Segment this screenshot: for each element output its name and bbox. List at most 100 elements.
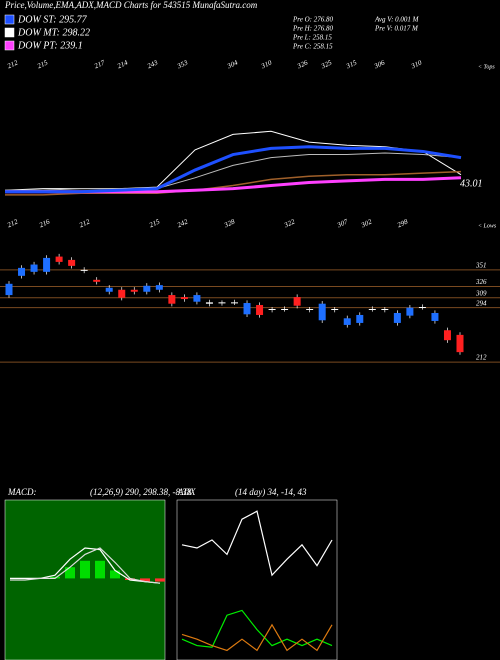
macd-params: (12,26,9) 290, 298.38, -8.38 bbox=[90, 487, 192, 497]
macd-label: MACD: bbox=[7, 487, 37, 497]
candle-body bbox=[43, 257, 51, 272]
candle-body bbox=[30, 264, 38, 272]
top-label: 215 bbox=[36, 58, 49, 70]
series-line bbox=[181, 623, 333, 652]
candle-body bbox=[205, 302, 213, 304]
legend-swatch bbox=[4, 14, 15, 25]
macd-bar bbox=[65, 567, 75, 579]
macd-bar bbox=[140, 578, 150, 582]
candle-body bbox=[306, 309, 314, 311]
low-label: 216 bbox=[38, 217, 51, 229]
candle-body bbox=[5, 283, 13, 296]
candle-body bbox=[406, 307, 414, 316]
candle-body bbox=[130, 289, 138, 292]
candle-body bbox=[281, 309, 289, 311]
low-label: 242 bbox=[176, 217, 189, 229]
candle-body bbox=[381, 309, 389, 311]
series-line bbox=[5, 170, 462, 196]
stat: Pre C: 258.15 bbox=[292, 43, 333, 51]
candle-body bbox=[343, 318, 351, 325]
top-label: 243 bbox=[146, 58, 159, 70]
candle-body bbox=[218, 302, 226, 304]
candle-body bbox=[331, 309, 339, 311]
candle-body bbox=[105, 287, 113, 292]
top-label: 214 bbox=[116, 58, 129, 70]
series-line bbox=[10, 547, 161, 584]
series-line bbox=[181, 510, 333, 577]
y-tick-label: 351 bbox=[475, 261, 487, 269]
adx-label: ADX bbox=[177, 487, 196, 497]
top-label: 310 bbox=[259, 58, 273, 70]
low-label: 215 bbox=[148, 217, 161, 229]
series-line bbox=[4, 130, 462, 191]
stat: Avg V: 0.001 M bbox=[374, 16, 420, 24]
low-label: 307 bbox=[335, 217, 349, 229]
top-label: 315 bbox=[344, 58, 358, 70]
y-tick-label: 294 bbox=[476, 299, 487, 307]
low-label: 322 bbox=[282, 217, 296, 229]
top-label: 353 bbox=[175, 58, 189, 70]
series-line bbox=[5, 152, 462, 191]
low-label: 302 bbox=[359, 217, 373, 229]
macd-bar bbox=[155, 578, 165, 582]
candle-body bbox=[418, 307, 426, 309]
low-label: 212 bbox=[78, 217, 91, 229]
candle-body bbox=[143, 285, 151, 292]
candle-body bbox=[80, 269, 88, 271]
legend-label: DOW ST: 295.77 bbox=[17, 14, 88, 25]
adx-params: (14 day) 34, -14, 43 bbox=[235, 487, 307, 497]
macd-bar bbox=[50, 576, 60, 579]
candle-body bbox=[456, 334, 464, 353]
candle-body bbox=[431, 312, 439, 321]
candle-body bbox=[293, 297, 301, 306]
candle-body bbox=[356, 314, 364, 323]
top-label: 306 bbox=[372, 58, 386, 70]
y-tick-label: 326 bbox=[475, 278, 487, 286]
stat: Pre O: 276.80 bbox=[292, 16, 333, 24]
top-label: 310 bbox=[409, 58, 423, 70]
top-label: 304 bbox=[225, 58, 239, 70]
low-label: 298 bbox=[396, 217, 409, 229]
stat: Pre H: 276.80 bbox=[292, 25, 333, 33]
stat: Pre L: 258.15 bbox=[292, 34, 332, 42]
side-label: 43.01 bbox=[460, 178, 483, 189]
top-label: 217 bbox=[93, 58, 106, 70]
series-line bbox=[181, 609, 333, 648]
series-line bbox=[5, 145, 462, 194]
legend-label: DOW MT: 298.22 bbox=[17, 27, 90, 38]
y-tick-label: 212 bbox=[476, 354, 487, 362]
stat: Pre V: 0.017 M bbox=[374, 25, 419, 33]
candle-body bbox=[93, 279, 101, 282]
legend-swatch bbox=[4, 27, 15, 38]
candle-body bbox=[155, 285, 163, 290]
candle-body bbox=[393, 312, 401, 323]
candle-body bbox=[68, 259, 76, 266]
series-line bbox=[5, 176, 462, 194]
low-label: 328 bbox=[222, 217, 236, 229]
candle-body bbox=[168, 295, 176, 304]
candle-body bbox=[193, 295, 201, 302]
tops-label: < Tops bbox=[478, 64, 495, 70]
low-label: 212 bbox=[6, 217, 19, 229]
candle-body bbox=[443, 330, 451, 341]
candle-body bbox=[368, 309, 376, 311]
y-tick-label: 309 bbox=[475, 289, 487, 297]
candle-body bbox=[243, 303, 251, 315]
top-label: 325 bbox=[319, 58, 333, 70]
candle-body bbox=[180, 297, 188, 300]
macd-bar bbox=[125, 578, 135, 580]
legend-swatch bbox=[4, 40, 15, 51]
lows-label: < Lows bbox=[478, 223, 497, 229]
top-label: 326 bbox=[295, 58, 309, 70]
candle-body bbox=[256, 305, 264, 315]
candle-body bbox=[118, 289, 126, 298]
candle-body bbox=[318, 303, 326, 321]
adx-panel bbox=[176, 499, 338, 660]
candle-body bbox=[268, 309, 276, 311]
candle-body bbox=[231, 302, 238, 304]
candle-body bbox=[55, 256, 63, 262]
candle-body bbox=[18, 267, 26, 276]
macd-bar bbox=[95, 560, 105, 579]
title: Price,Volume,EMA,ADX,MACD Charts for 543… bbox=[4, 0, 258, 10]
